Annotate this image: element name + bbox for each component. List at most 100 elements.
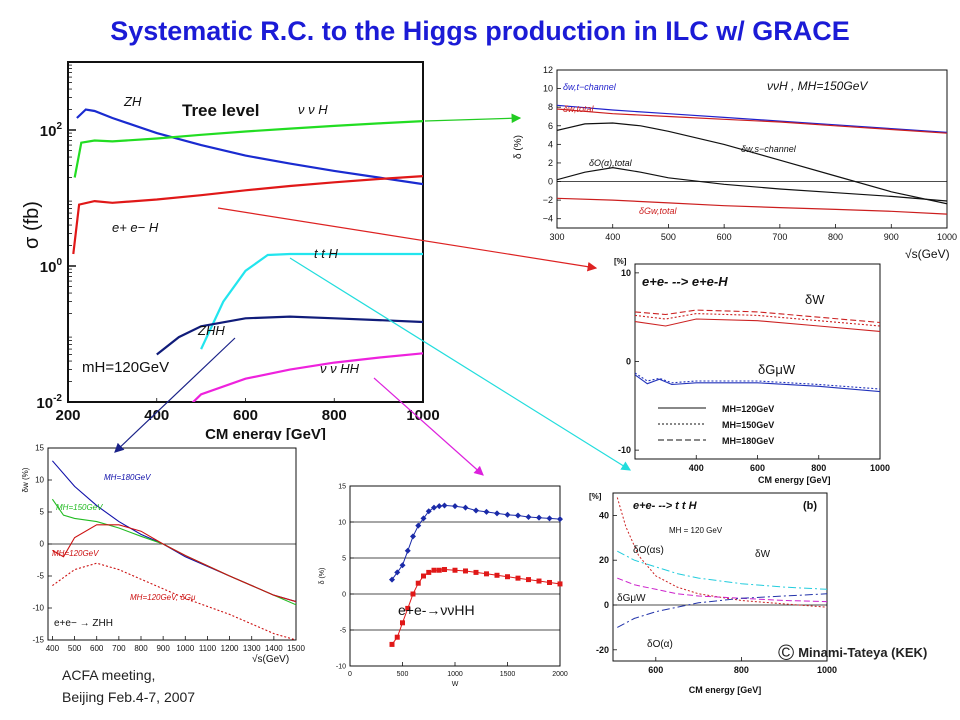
x-tick-label: 600 xyxy=(648,665,663,675)
y-tick-label: -15 xyxy=(32,636,44,645)
chart-title: e+e− → ZHH xyxy=(54,618,113,629)
y-tick-label: −4 xyxy=(543,214,553,224)
legend-label: MH=120GeV xyxy=(722,404,774,414)
y-axis-label: [%] xyxy=(589,492,602,501)
series-line-g-w-mh-150gev xyxy=(635,372,880,390)
x-tick-label: 700 xyxy=(772,232,787,242)
y-tick-label: 10 xyxy=(338,519,346,526)
x-tick-label: 800 xyxy=(322,407,347,424)
series-line-mh-120gev xyxy=(635,318,880,332)
series-line-mh-120gev-g xyxy=(52,562,296,640)
series-line-e-e-h xyxy=(72,175,423,255)
meeting-info: ACFA meeting, Beijing Feb.4-7, 2007 xyxy=(62,664,195,708)
slide-title: Systematic R.C. to the Higgs production … xyxy=(110,16,850,46)
data-point-blue xyxy=(425,508,432,515)
x-tick-label: 300 xyxy=(549,232,564,242)
y-tick-label: 40 xyxy=(599,510,609,520)
series-line-g-w-mh-120gev xyxy=(635,374,880,393)
y-axis-label: σ (fb) xyxy=(21,201,43,249)
x-tick-label: 1200 xyxy=(221,644,239,653)
y-tick-label: 0 xyxy=(626,357,631,367)
series-label-w-s-channel: δw,s−channel xyxy=(741,144,797,154)
y-axis-label: δw (%) xyxy=(21,467,30,492)
series-line-zh xyxy=(76,108,423,186)
data-point-red xyxy=(400,620,405,626)
data-point-blue xyxy=(452,503,458,510)
x-tick-label: 0 xyxy=(348,671,352,678)
series-line-g-w xyxy=(617,577,827,603)
x-tick-label: 400 xyxy=(46,644,60,653)
x-tick-label: 500 xyxy=(397,671,409,678)
series-label-t-t-h: t t H xyxy=(314,246,338,261)
data-point-red xyxy=(421,573,426,579)
data-point-red xyxy=(389,641,395,647)
data-point-red xyxy=(410,591,416,597)
chart-title: e+e-→ννHH xyxy=(398,602,475,618)
plot-frame xyxy=(634,263,881,460)
y-axis-label: δ (%) xyxy=(319,568,326,585)
data-point-red xyxy=(484,571,489,577)
x-tick-label: 500 xyxy=(661,232,676,242)
data-point-blue xyxy=(536,514,542,521)
x-tick-label: 1000 xyxy=(406,407,439,424)
annotation-mh: MH = 120 GeV xyxy=(669,526,723,535)
y-tick-label: 8 xyxy=(548,102,553,112)
plot-frame xyxy=(349,485,561,667)
x-tick-label: 500 xyxy=(68,644,82,653)
data-point-blue xyxy=(557,516,563,523)
y-axis-label: δ (%) xyxy=(513,135,524,159)
series-line-w-s-channel xyxy=(557,122,947,205)
data-point-blue xyxy=(431,504,437,511)
series-label-w-total: δw,total xyxy=(563,104,595,114)
x-tick-label: 1000 xyxy=(817,665,837,675)
series-line-o-total xyxy=(557,166,947,202)
x-axis-label: √s(GeV) xyxy=(252,653,289,665)
x-tick-label: 700 xyxy=(112,644,126,653)
meeting-line-2: Beijing Feb.4-7, 2007 xyxy=(62,689,196,705)
y-tick-label: 10 xyxy=(35,476,44,485)
x-tick-label: 1300 xyxy=(243,644,261,653)
data-point-blue xyxy=(515,512,521,519)
label-w: δW xyxy=(755,549,771,560)
y-tick-label: 0 xyxy=(604,600,609,610)
y-tick-label: 102 xyxy=(40,121,63,140)
data-point-blue xyxy=(436,503,443,510)
series-line-red xyxy=(391,568,560,645)
series-line-mh-180gev xyxy=(635,309,880,324)
data-point-red xyxy=(436,567,442,573)
x-axis-label: CM energy [GeV] xyxy=(758,475,831,485)
data-point-red xyxy=(442,567,447,573)
y-tick-label: 100 xyxy=(40,257,63,276)
series-line-o xyxy=(617,593,827,628)
y-tick-label: -5 xyxy=(340,627,346,634)
x-tick-label: 1100 xyxy=(199,644,217,653)
label-dw: δW xyxy=(805,292,825,307)
y-tick-label: -10 xyxy=(32,604,44,613)
x-axis-label: √s(GeV) xyxy=(905,247,950,261)
y-tick-label: 5 xyxy=(40,508,45,517)
data-point-blue xyxy=(494,510,500,517)
annotation-mh: mH=120GeV xyxy=(82,359,169,376)
copyright-icon: © xyxy=(778,640,795,665)
y-tick-label: 12 xyxy=(543,65,553,75)
data-point-blue xyxy=(415,522,422,529)
credit-text: © Minami-Tateya (KEK) xyxy=(778,640,928,665)
x-tick-label: 1000 xyxy=(937,232,957,242)
chart-title: e+e- --> t t H xyxy=(633,500,698,512)
series-label-zhh: ZHH xyxy=(197,323,225,338)
x-tick-label: 800 xyxy=(828,232,843,242)
x-tick-label: 1000 xyxy=(176,644,194,653)
series-line-w-total xyxy=(557,108,947,134)
y-tick-label: 10-2 xyxy=(36,393,62,412)
y-tick-label: 4 xyxy=(548,139,553,149)
series-line-gw-total xyxy=(557,197,947,215)
series-label-zh: ZH xyxy=(123,94,142,109)
data-point-red xyxy=(431,567,437,573)
legend-label: MH=150GeV xyxy=(722,420,774,430)
y-tick-label: -20 xyxy=(596,645,609,655)
series-label-e-e-h: e+ e− H xyxy=(112,220,159,235)
series-line-mh-150gev xyxy=(635,313,880,327)
tth-correction-chart: 600 800 1000 -20 0 20 40 [%] CM energy [GeV] e+e-… xyxy=(589,492,837,695)
y-tick-label: 15 xyxy=(35,444,44,453)
x-axis-label: CM energy [GeV] xyxy=(689,685,762,695)
